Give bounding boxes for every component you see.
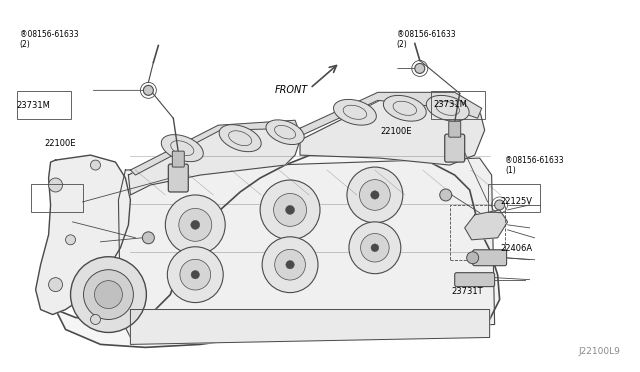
Circle shape [274,193,307,226]
Circle shape [180,259,211,290]
Circle shape [285,205,294,214]
Circle shape [49,178,63,192]
Text: 22100E: 22100E [381,126,412,136]
FancyBboxPatch shape [172,151,184,167]
Circle shape [371,244,379,251]
Circle shape [142,232,154,244]
Circle shape [349,222,401,274]
Circle shape [179,208,212,241]
Polygon shape [300,98,484,165]
Text: 23731M: 23731M [434,100,468,109]
Text: 23731M: 23731M [17,101,51,110]
Text: 22100E: 22100E [44,139,76,148]
Circle shape [65,235,76,245]
Circle shape [360,234,389,262]
Circle shape [275,249,305,280]
Circle shape [95,280,122,308]
Text: 22125V: 22125V [500,197,532,206]
Circle shape [167,247,223,302]
FancyBboxPatch shape [445,134,465,162]
Text: 22406A: 22406A [500,244,533,253]
Polygon shape [131,310,490,344]
Polygon shape [465,210,508,240]
Circle shape [440,189,452,201]
FancyBboxPatch shape [449,121,461,137]
Ellipse shape [333,99,376,125]
Ellipse shape [266,120,304,145]
Circle shape [49,278,63,292]
Ellipse shape [426,96,469,121]
Circle shape [495,200,504,210]
Polygon shape [36,155,131,314]
Ellipse shape [383,96,426,121]
Circle shape [90,160,100,170]
Text: FRONT: FRONT [275,85,308,95]
FancyBboxPatch shape [454,273,495,286]
Text: ®08156-61633
(2): ®08156-61633 (2) [397,30,455,49]
Circle shape [415,64,425,73]
Ellipse shape [219,125,261,152]
Circle shape [262,237,318,293]
Polygon shape [300,92,482,135]
Circle shape [360,180,390,210]
FancyBboxPatch shape [473,250,507,266]
Circle shape [191,270,200,279]
Polygon shape [129,125,300,195]
Polygon shape [118,158,495,337]
Circle shape [165,195,225,255]
Circle shape [286,260,294,269]
Text: ®08156-61633
(2): ®08156-61633 (2) [20,30,79,49]
Circle shape [260,180,320,240]
Text: 23731T: 23731T [451,287,483,296]
Circle shape [467,252,479,264]
Circle shape [143,86,154,95]
Circle shape [83,270,133,320]
Polygon shape [56,148,500,347]
Circle shape [70,257,147,333]
Text: ®08156-61633
(1): ®08156-61633 (1) [505,156,564,175]
Polygon shape [131,120,298,175]
Circle shape [191,220,200,229]
FancyBboxPatch shape [168,164,188,192]
Ellipse shape [161,135,204,162]
Text: J22100L9: J22100L9 [579,347,620,356]
Circle shape [90,314,100,324]
Circle shape [371,191,379,199]
Circle shape [347,167,403,223]
